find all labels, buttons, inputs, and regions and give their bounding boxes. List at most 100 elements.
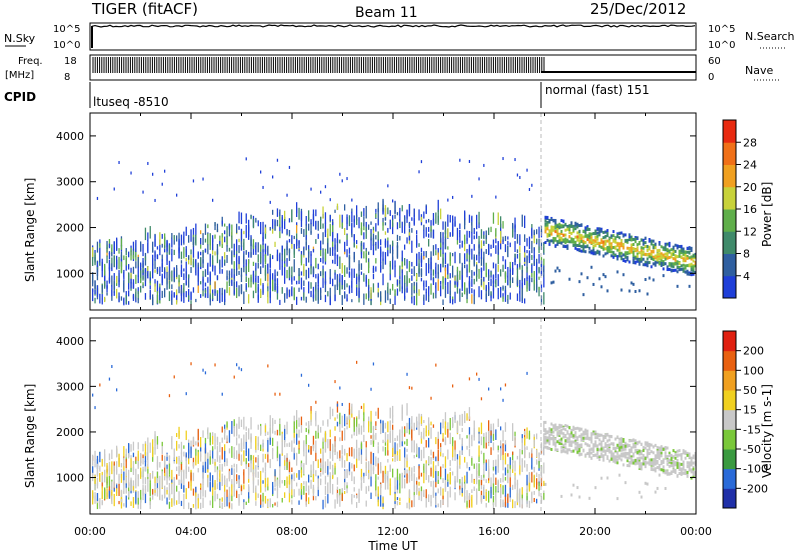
power-echo [485, 235, 487, 244]
velocity-sparse-echo [478, 377, 480, 381]
power-echo [291, 235, 293, 244]
power-band-echo [676, 265, 679, 269]
power-echo [322, 206, 324, 219]
velocity-band-echo [570, 449, 573, 453]
velocity-echo [156, 456, 159, 468]
power-echo [255, 217, 257, 223]
velocity-echo [142, 443, 144, 452]
velocity-band-echo [560, 428, 563, 432]
power-echo [180, 260, 183, 264]
power-echo [296, 280, 298, 285]
velocity-band-echo [558, 438, 561, 442]
velocity-echo [269, 433, 271, 438]
power-band-echo [688, 272, 691, 276]
velocity-echo [142, 456, 144, 465]
power-echo [255, 282, 257, 292]
power-echo [176, 275, 178, 280]
velocity-echo [377, 493, 379, 503]
power-echo [500, 230, 502, 241]
velocity-echo [468, 407, 471, 420]
velocity-sparse-echo [476, 372, 478, 376]
velocity-echo [531, 449, 533, 459]
velocity-echo [372, 434, 375, 447]
power-low-echo [600, 285, 603, 289]
velocity-echo [353, 487, 355, 492]
power-band-echo [634, 248, 637, 252]
power-band-echo [692, 254, 695, 258]
velocity-echo [224, 479, 226, 492]
velocity-echo [351, 434, 353, 439]
power-echo [293, 243, 295, 253]
velocity-echo [274, 419, 276, 424]
power-sparse-echo [339, 172, 341, 176]
velocity-echo [185, 467, 187, 473]
power-echo [346, 216, 348, 230]
power-echo [399, 211, 401, 222]
power-echo [428, 226, 430, 232]
power-band-echo [690, 262, 693, 266]
velocity-echo [358, 452, 360, 456]
velocity-echo [178, 457, 180, 465]
power-echo [408, 278, 411, 283]
power-echo [147, 270, 149, 279]
velocity-echo [452, 416, 454, 428]
power-echo [408, 235, 411, 241]
power-echo [123, 298, 125, 305]
power-echo [375, 213, 377, 219]
power-echo [135, 261, 137, 269]
power-echo [243, 291, 245, 305]
power-echo [296, 207, 298, 218]
power-band-echo [650, 265, 653, 269]
velocity-echo [200, 484, 202, 488]
power-echo [164, 248, 166, 253]
velocity-echo [159, 462, 161, 468]
velocity-echo [495, 477, 497, 485]
power-echo [363, 232, 365, 240]
velocity-band-echo [590, 436, 593, 440]
power-echo [149, 295, 151, 300]
power-band-echo [556, 232, 559, 236]
velocity-echo [526, 446, 528, 450]
velocity-band-echo [600, 442, 603, 446]
velocity-band-echo [552, 434, 555, 438]
power-echo [111, 252, 113, 257]
velocity-echo [320, 448, 322, 454]
velocity-echo [284, 439, 286, 448]
velocity-echo [233, 468, 235, 481]
velocity-echo [180, 463, 183, 472]
velocity-echo [149, 501, 151, 509]
power-echo [509, 242, 511, 248]
velocity-echo [315, 420, 317, 427]
velocity-echo [394, 450, 396, 460]
power-echo [322, 232, 324, 245]
noise-right-tick-low: 10^0 [708, 40, 735, 51]
power-echo [447, 246, 449, 250]
power-echo [236, 253, 238, 262]
velocity-echo [111, 495, 113, 505]
velocity-band-echo [564, 428, 567, 432]
velocity-echo [255, 447, 257, 453]
power-echo [164, 233, 166, 246]
power-band-echo [558, 239, 561, 243]
power-echo [368, 251, 370, 255]
power-echo [430, 251, 432, 261]
velocity-echo [238, 416, 240, 429]
velocity-band-echo [584, 432, 587, 436]
velocity-echo [252, 459, 255, 470]
velocity-band-echo [594, 453, 597, 457]
velocity-echo [226, 489, 228, 498]
velocity-echo [483, 433, 485, 440]
velocity-echo [423, 463, 425, 473]
power-band-echo [680, 251, 683, 255]
velocity-echo [432, 485, 435, 498]
velocity-echo [521, 460, 523, 472]
velocity-band-echo [564, 450, 567, 454]
power-echo [195, 298, 197, 303]
velocity-echo [238, 452, 240, 461]
power-echo [284, 210, 286, 220]
velocity-echo [264, 462, 267, 472]
velocity-band-echo [618, 456, 621, 460]
velocity-echo [509, 495, 511, 502]
power-y-tick-label: 3000 [56, 176, 84, 189]
power-colorbar-label: Power [dB] [760, 182, 774, 247]
